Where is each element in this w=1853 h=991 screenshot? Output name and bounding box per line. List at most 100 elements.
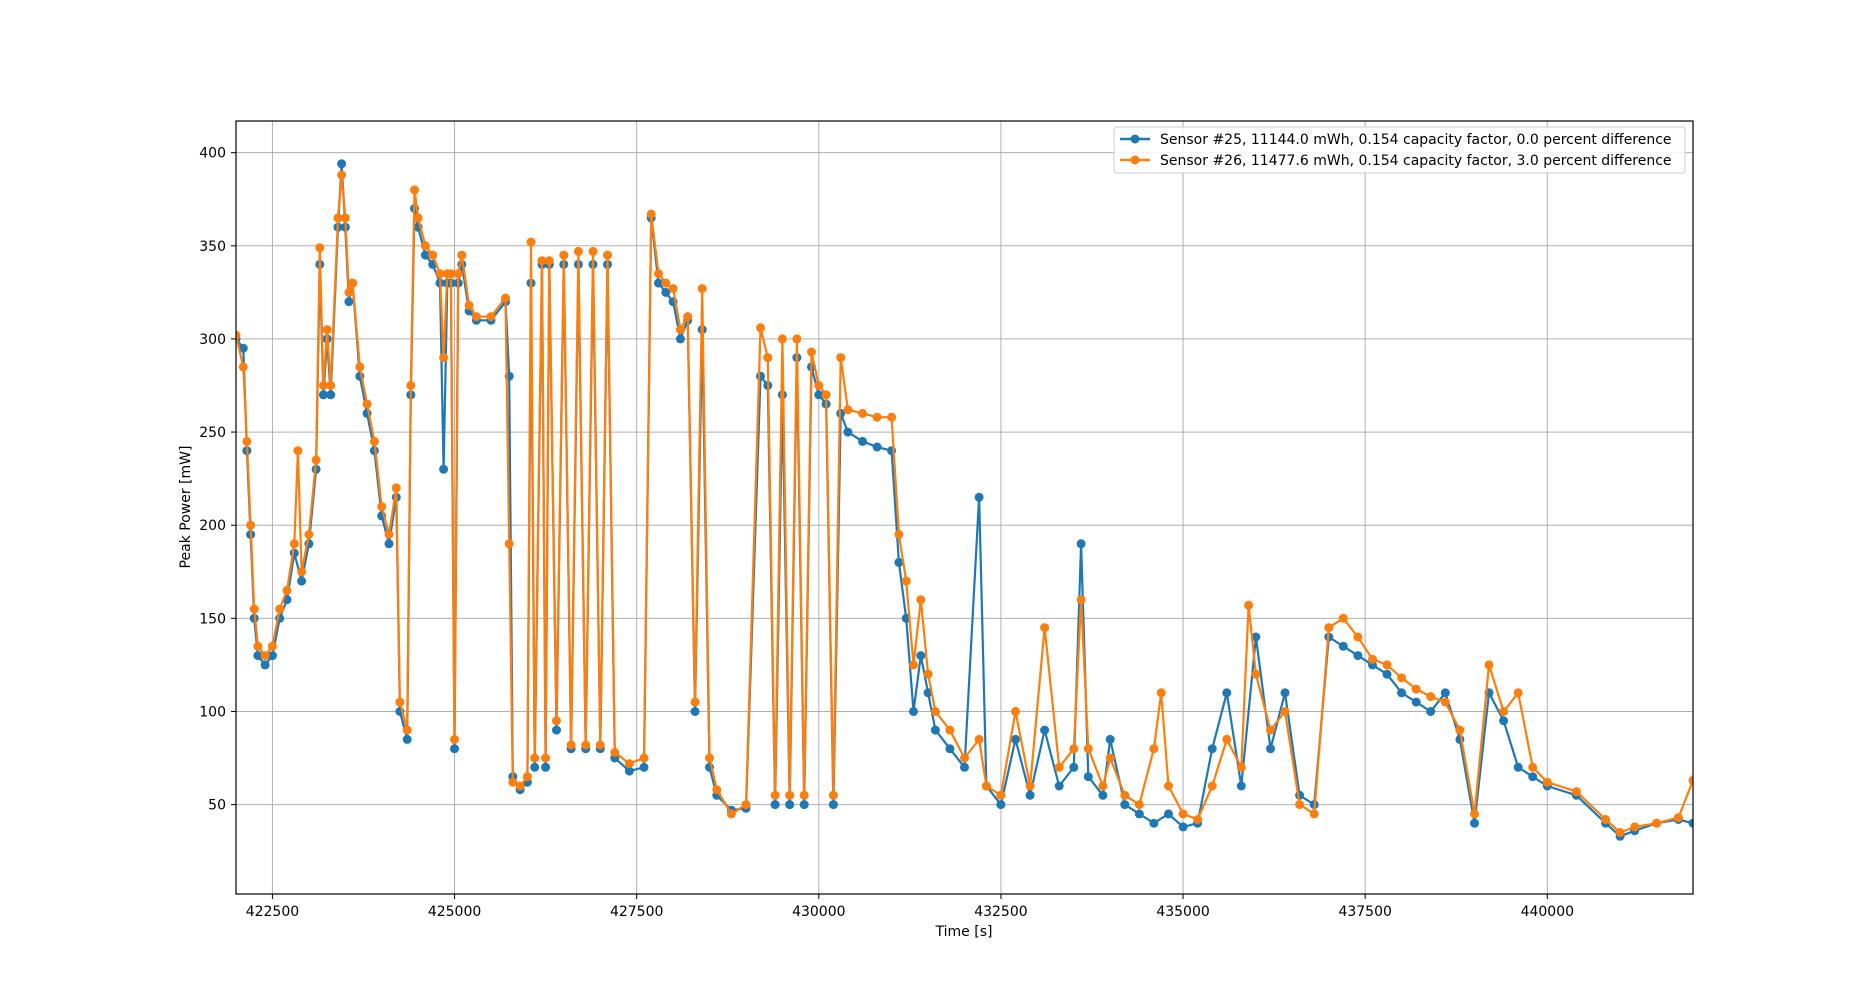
- data-point: [369, 436, 379, 446]
- data-point: [1120, 800, 1130, 810]
- y-tick-label: 350: [199, 239, 226, 255]
- data-point: [249, 604, 259, 614]
- data-point: [588, 246, 598, 256]
- data-point: [1069, 744, 1079, 754]
- y-axis-label: Peak Power [mW]: [178, 446, 194, 569]
- data-point: [668, 284, 678, 294]
- data-point: [340, 213, 350, 223]
- data-point: [595, 740, 605, 750]
- data-point: [1499, 716, 1509, 726]
- data-point: [1309, 809, 1319, 819]
- x-tick-label: 422500: [246, 904, 299, 920]
- legend-marker-sensor-26: [1130, 155, 1140, 165]
- data-point: [275, 604, 285, 614]
- data-point: [1222, 734, 1232, 744]
- data-point: [1528, 762, 1538, 772]
- data-point: [315, 243, 325, 253]
- data-point: [402, 734, 412, 744]
- x-tick-label: 425000: [428, 904, 481, 920]
- data-point: [260, 651, 270, 661]
- series-layer: [236, 159, 1693, 841]
- data-point: [541, 753, 551, 763]
- data-point: [526, 237, 536, 247]
- data-point: [1236, 762, 1246, 772]
- data-point: [1295, 800, 1305, 810]
- data-point: [1134, 800, 1144, 810]
- data-point: [581, 740, 591, 750]
- y-tick-label: 250: [199, 425, 226, 441]
- legend-marker-sensor-25: [1130, 134, 1140, 144]
- legend-entry-sensor-25: Sensor #25, 11144.0 mWh, 0.154 capacity …: [1120, 132, 1672, 148]
- data-point: [253, 651, 263, 661]
- data-point: [297, 567, 307, 577]
- data-point: [887, 412, 897, 422]
- data-point: [406, 381, 416, 390]
- data-point: [246, 520, 256, 530]
- data-point: [260, 660, 270, 670]
- data-point: [996, 790, 1006, 800]
- data-point: [792, 334, 802, 344]
- data-point: [1083, 744, 1093, 754]
- data-point: [1601, 815, 1611, 824]
- data-point: [1411, 684, 1421, 694]
- data-point: [501, 293, 510, 303]
- data-point: [843, 427, 853, 437]
- data-point: [726, 809, 736, 819]
- data-point: [1382, 660, 1392, 670]
- x-tick-label: 440000: [1521, 904, 1574, 920]
- data-point: [683, 312, 693, 322]
- data-point: [981, 781, 991, 791]
- data-point: [1149, 744, 1159, 754]
- data-point: [322, 325, 332, 335]
- data-point: [1244, 600, 1254, 610]
- data-point: [785, 800, 795, 810]
- data-point: [1251, 669, 1261, 679]
- data-point: [858, 436, 867, 446]
- data-point: [1397, 688, 1407, 698]
- data-point: [1076, 539, 1086, 549]
- data-point: [1120, 790, 1130, 800]
- data-point: [690, 707, 700, 716]
- data-point: [1673, 813, 1683, 823]
- data-point: [1280, 707, 1290, 716]
- x-axis: 422500 425000 427500 430000 432500 435000 4375…: [246, 894, 1574, 920]
- data-point: [777, 334, 787, 344]
- data-point: [326, 390, 336, 400]
- data-point: [238, 343, 248, 353]
- data-point: [690, 697, 700, 707]
- legend-label-sensor-26: Sensor #26, 11477.6 mWh, 0.154 capacity …: [1160, 153, 1672, 169]
- data-point: [930, 707, 940, 716]
- data-point: [675, 325, 685, 335]
- data-point: [504, 539, 514, 549]
- data-point: [828, 800, 838, 810]
- legend-entry-sensor-26: Sensor #26, 11477.6 mWh, 0.154 capacity …: [1120, 153, 1672, 169]
- data-point: [311, 455, 321, 465]
- data-point: [1083, 772, 1093, 782]
- data-point: [901, 576, 911, 586]
- data-point: [894, 557, 904, 567]
- data-point: [785, 790, 795, 800]
- data-point: [675, 334, 685, 344]
- data-point: [337, 170, 347, 180]
- data-point: [1280, 688, 1290, 698]
- data-point: [439, 353, 449, 363]
- data-point: [909, 707, 918, 716]
- data-point: [858, 408, 867, 418]
- data-point: [1542, 777, 1552, 787]
- data-point: [1652, 818, 1662, 828]
- data-point: [654, 269, 663, 279]
- data-point: [453, 269, 463, 279]
- data-point: [253, 641, 263, 651]
- data-point: [1440, 688, 1450, 698]
- data-point: [1025, 781, 1035, 791]
- data-point: [318, 381, 328, 390]
- data-point: [410, 185, 419, 195]
- data-point: [1236, 781, 1246, 791]
- data-point: [333, 213, 343, 223]
- data-point: [552, 716, 561, 726]
- x-tick-label: 437500: [1338, 904, 1391, 920]
- data-point: [1134, 809, 1144, 819]
- data-point: [420, 250, 430, 260]
- data-point: [326, 381, 336, 390]
- data-point: [1178, 809, 1188, 819]
